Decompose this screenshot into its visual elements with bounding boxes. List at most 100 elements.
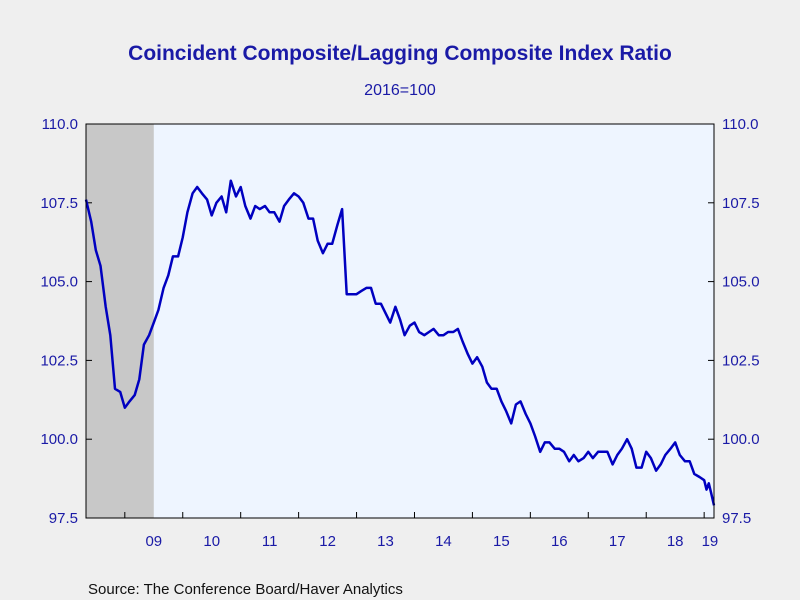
data-point [100, 265, 102, 267]
data-point [186, 211, 188, 213]
data-point [182, 237, 184, 239]
data-point [529, 422, 531, 424]
source-note: Source: The Conference Board/Haver Analy… [88, 581, 403, 598]
right-tick-label: 107.5 [722, 195, 760, 212]
data-point [568, 460, 570, 462]
data-point [500, 400, 502, 402]
right-tick-label: 110.0 [722, 116, 758, 133]
data-point [693, 473, 695, 475]
x-tick-label: 18 [667, 533, 684, 550]
x-tick-label: 11 [262, 533, 278, 550]
data-point [710, 492, 712, 494]
data-point [360, 290, 362, 292]
chart-title: Coincident Composite/Lagging Composite I… [128, 42, 672, 65]
data-point [105, 306, 107, 308]
data-point [279, 221, 281, 223]
data-point [706, 489, 708, 491]
data-point [389, 322, 391, 324]
data-point [583, 457, 585, 459]
data-point [404, 334, 406, 336]
data-point [143, 344, 145, 346]
data-point [471, 363, 473, 365]
data-point [129, 400, 131, 402]
left-tick-label: 102.5 [40, 352, 78, 369]
data-point [481, 366, 483, 368]
data-point [505, 410, 507, 412]
data-point [679, 454, 681, 456]
data-point [269, 211, 271, 213]
data-point [476, 356, 478, 358]
data-point [486, 382, 488, 384]
right-tick-label: 97.5 [722, 510, 751, 527]
data-point [573, 454, 575, 456]
data-point [308, 218, 310, 220]
data-point [525, 413, 527, 415]
data-point [433, 328, 435, 330]
data-point [394, 306, 396, 308]
data-point [534, 435, 536, 437]
data-point [418, 331, 420, 333]
data-point [612, 463, 614, 465]
data-point [438, 334, 440, 336]
data-point [660, 463, 662, 465]
data-point [549, 441, 551, 443]
data-point [443, 334, 445, 336]
data-point [221, 196, 223, 198]
data-point [365, 287, 367, 289]
x-tick-label: 09 [145, 533, 162, 550]
data-point [192, 192, 194, 194]
x-tick-label: 10 [203, 533, 220, 550]
left-tick-label: 97.5 [49, 510, 78, 527]
data-point [293, 192, 295, 194]
data-point [457, 328, 459, 330]
x-tick-label: 19 [702, 533, 719, 550]
data-point [90, 221, 92, 223]
data-point [554, 448, 556, 450]
left-axis-ticks: 97.5 100.0 102.5 105.0 107.5 110.0 [40, 116, 92, 527]
data-point [655, 470, 657, 472]
data-point [259, 208, 261, 210]
left-tick-label: 100.0 [40, 431, 78, 448]
data-point [380, 303, 382, 305]
data-point [288, 199, 290, 201]
data-point [351, 293, 353, 295]
data-point [496, 388, 498, 390]
data-point [670, 448, 672, 450]
data-point [283, 205, 285, 207]
data-point [225, 211, 227, 213]
data-point [621, 448, 623, 450]
left-tick-label: 105.0 [40, 274, 78, 291]
data-point [385, 312, 387, 314]
data-point [172, 255, 174, 257]
plot-frame [85, 123, 715, 519]
data-point [264, 205, 266, 207]
data-point [196, 186, 198, 188]
x-axis-ticks: 09 10 11 12 13 14 15 16 17 18 19 [124, 512, 719, 550]
data-point [375, 303, 377, 305]
data-point [317, 240, 319, 242]
left-tick-label: 107.5 [40, 195, 78, 212]
data-point [592, 457, 594, 459]
data-point [273, 211, 275, 213]
data-point [587, 451, 589, 453]
data-point [699, 476, 701, 478]
data-point [201, 192, 203, 194]
data-point [250, 218, 252, 220]
data-point [244, 205, 246, 207]
data-point [167, 274, 169, 276]
data-point [689, 460, 691, 462]
data-point [428, 331, 430, 333]
data-point [254, 205, 256, 207]
data-point [452, 331, 454, 333]
data-point [510, 422, 512, 424]
data-point [230, 180, 232, 182]
data-point [148, 334, 150, 336]
data-point [302, 202, 304, 204]
x-tick-label: 16 [551, 533, 568, 550]
data-point [124, 407, 126, 409]
data-point [134, 394, 136, 396]
data-point [491, 388, 493, 390]
data-point [370, 287, 372, 289]
data-point [462, 341, 464, 343]
